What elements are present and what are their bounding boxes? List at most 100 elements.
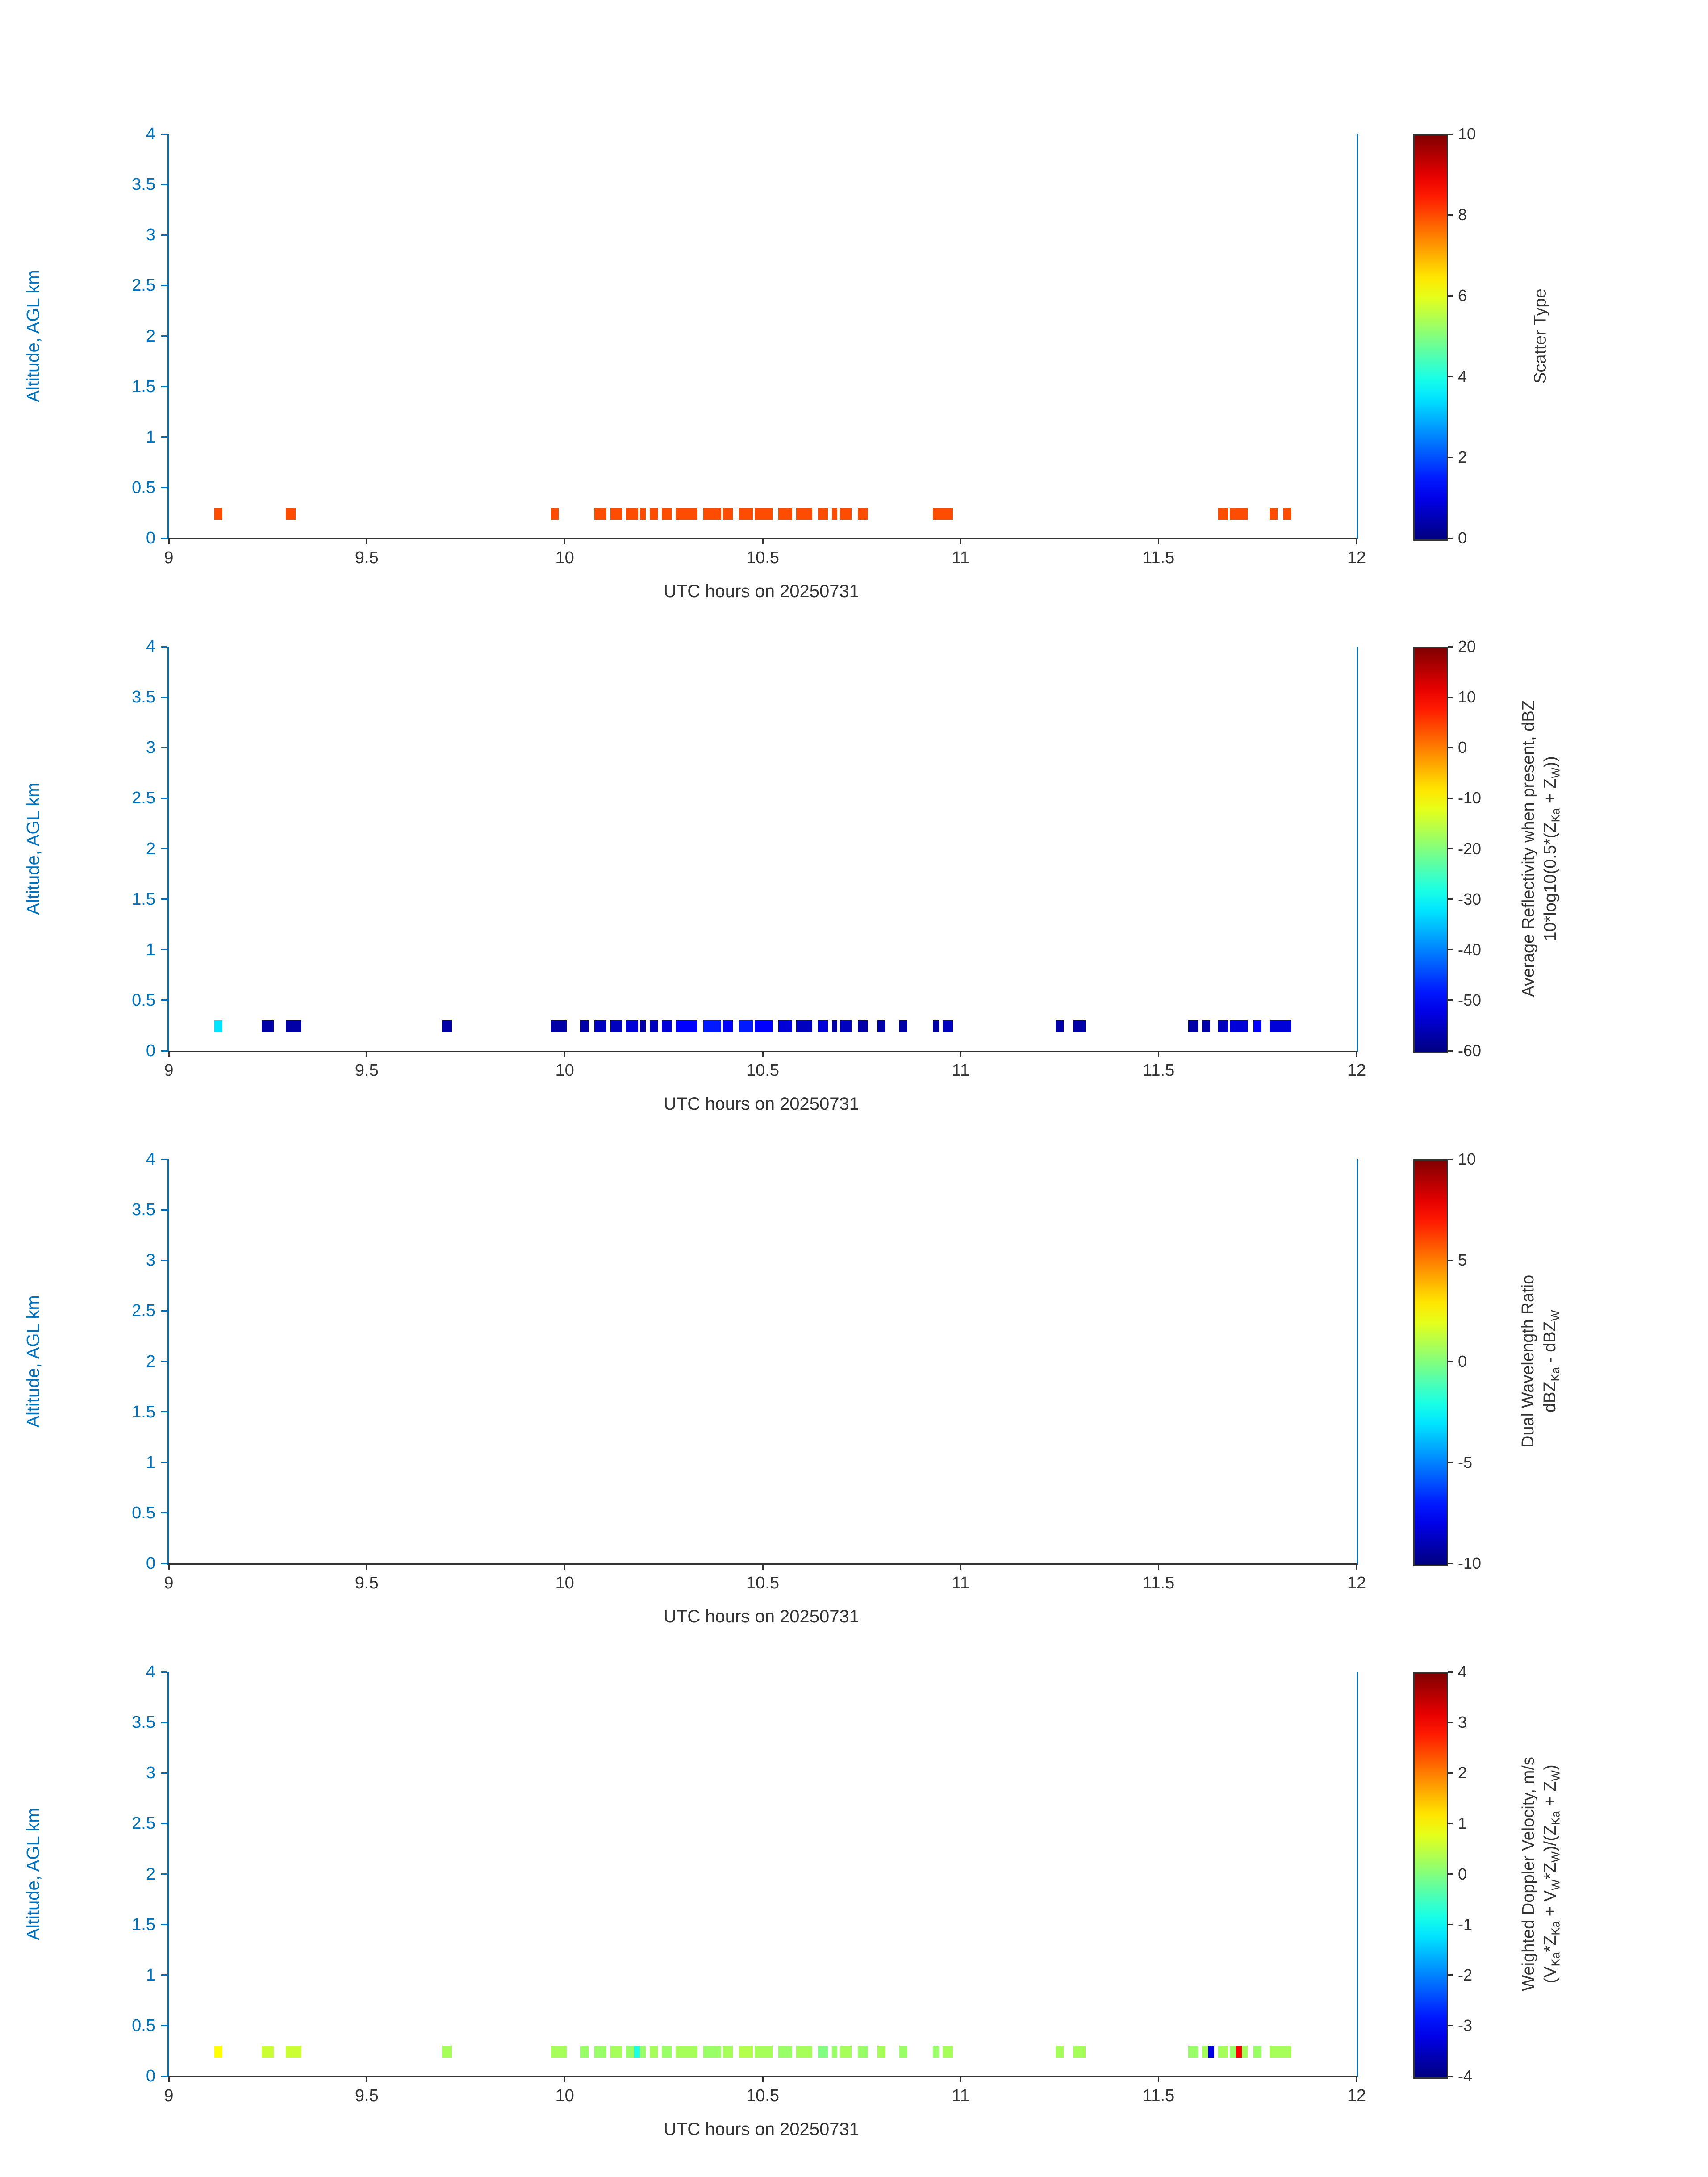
data-mark: [442, 1020, 452, 1033]
colorbar-tick-mark: [1448, 797, 1453, 799]
data-mark: [580, 2046, 589, 2058]
y-tick-label: 0.5: [132, 478, 155, 497]
data-mark: [778, 2046, 793, 2058]
x-tick-label: 10.5: [746, 1574, 779, 1592]
data-mark: [796, 2046, 812, 2058]
colorbar-tick-label: 2: [1458, 1763, 1467, 1782]
y-tick-mark: [161, 1671, 167, 1673]
colorbar-tick-mark: [1448, 696, 1453, 698]
data-mark: [262, 1020, 274, 1033]
x-tick-mark: [564, 2076, 566, 2082]
data-mark: [796, 508, 812, 520]
y-axis-label: Altitude, AGL km: [13, 1159, 54, 1563]
data-mark: [796, 1020, 812, 1033]
y-tick-label: 0.5: [132, 990, 155, 1010]
data-mark: [1253, 2046, 1262, 2058]
colorbar-tick-mark: [1448, 999, 1453, 1001]
y-tick-label: 0.5: [132, 1503, 155, 1522]
data-mark: [832, 508, 838, 520]
plot-area: 9 9.5 10 10.5 11 11.5 12 0 0.5 1 1.5 2 2.5 3 3.5 4: [132, 637, 1366, 1080]
y-tick-label: 0: [146, 2067, 155, 2085]
x-tick-mark: [762, 1563, 764, 1570]
y-tick-label: 3: [146, 738, 155, 757]
x-tick-label: 9: [164, 1574, 174, 1592]
x-tick-label: 10.5: [746, 1061, 779, 1080]
x-tick-label: 12: [1347, 548, 1366, 567]
y-tick-mark: [161, 133, 167, 135]
y-axis-label: Altitude, AGL km: [13, 1672, 54, 2076]
data-mark: [1236, 2046, 1242, 2058]
y-tick-mark: [161, 646, 167, 648]
data-mark: [610, 1020, 622, 1033]
colorbar-tick-mark: [1448, 1462, 1453, 1463]
x-tick-mark: [366, 538, 367, 544]
y-tick-mark: [161, 1512, 167, 1514]
colorbar-tick-label: 3: [1458, 1713, 1467, 1732]
y-tick-mark: [161, 184, 167, 185]
y-tick-label: 2.5: [132, 276, 155, 295]
y-tick-label: 1: [146, 1453, 155, 1472]
data-mark: [626, 2046, 634, 2058]
data-mark: [877, 2046, 885, 2058]
data-mark: [1283, 508, 1291, 520]
data-mark: [857, 508, 868, 520]
y-tick-mark: [161, 1158, 167, 1160]
data-mark: [1241, 2046, 1248, 2058]
x-tick-label: 11: [952, 548, 970, 567]
data-mark: [839, 2046, 852, 2058]
data-mark: [661, 2046, 672, 2058]
data-mark: [640, 2046, 646, 2058]
colorbar-gradient: [1413, 134, 1448, 541]
x-tick-label: 9.5: [355, 2086, 379, 2105]
data-mark: [1073, 2046, 1086, 2058]
data-mark: [818, 2046, 828, 2058]
colorbar-tick-label: -50: [1458, 990, 1482, 1009]
data-mark: [755, 508, 773, 520]
y-tick-label: 0.5: [132, 2016, 155, 2035]
y-tick-mark: [161, 1209, 167, 1211]
colorbar-tick-label: 1: [1458, 1814, 1467, 1833]
y-tick-label: 2: [146, 1864, 155, 1884]
x-tick-mark: [564, 1563, 566, 1570]
data-mark: [1218, 2046, 1228, 2058]
data-mark: [594, 508, 606, 520]
colorbar-tick-mark: [1448, 1772, 1453, 1774]
y-tick-label: 1.5: [132, 377, 155, 396]
x-tick-mark: [762, 2076, 764, 2082]
x-tick-mark: [366, 1563, 367, 1570]
y-tick-mark: [161, 1563, 167, 1564]
colorbar-tick-mark: [1448, 1361, 1453, 1362]
colorbar-title-text: Scatter Type: [1531, 288, 1550, 384]
colorbar-tick-label: -30: [1458, 890, 1482, 908]
data-mark: [899, 2046, 907, 2058]
colorbar-gradient: [1413, 1672, 1448, 2079]
colorbar-tick-label: -5: [1458, 1453, 1473, 1471]
y-tick-label: 3.5: [132, 1713, 155, 1732]
data-mark: [1230, 508, 1248, 520]
colorbar-tick-mark: [1448, 1924, 1453, 1926]
data-mark: [640, 508, 646, 520]
data-mark: [839, 508, 852, 520]
data-mark: [214, 508, 222, 520]
plot-area: 9 9.5 10 10.5 11 11.5 12 0 0.5 1 1.5 2 2.5 3 3.5 4: [132, 1150, 1366, 1592]
data-mark: [899, 1020, 907, 1033]
chart-panel: Altitude, AGL km 9 9.5 10 10.5 11 11.5 12 0 0.5 1…: [0, 637, 1708, 1159]
colorbar-tick-mark: [1448, 1259, 1453, 1261]
data-mark: [214, 1020, 222, 1033]
data-mark: [723, 2046, 733, 2058]
data-mark: [626, 508, 638, 520]
y-tick-label: 0: [146, 1041, 155, 1060]
x-axis-label: UTC hours on 20250731: [663, 1607, 860, 1626]
colorbar-tick-label: 0: [1458, 738, 1467, 757]
y-tick-mark: [161, 1411, 167, 1413]
colorbar-tick-mark: [1448, 1050, 1453, 1052]
colorbar-tick-mark: [1448, 1873, 1453, 1875]
colorbar-tick-label: -3: [1458, 2016, 1473, 2035]
data-mark: [857, 1020, 868, 1033]
data-mark: [634, 2046, 640, 2058]
colorbar-tick-mark: [1448, 537, 1453, 539]
colorbar-tick-label: -60: [1458, 1041, 1482, 1060]
data-mark: [933, 1020, 939, 1033]
colorbar-tick-label: 0: [1458, 1864, 1467, 1883]
data-mark: [739, 2046, 753, 2058]
